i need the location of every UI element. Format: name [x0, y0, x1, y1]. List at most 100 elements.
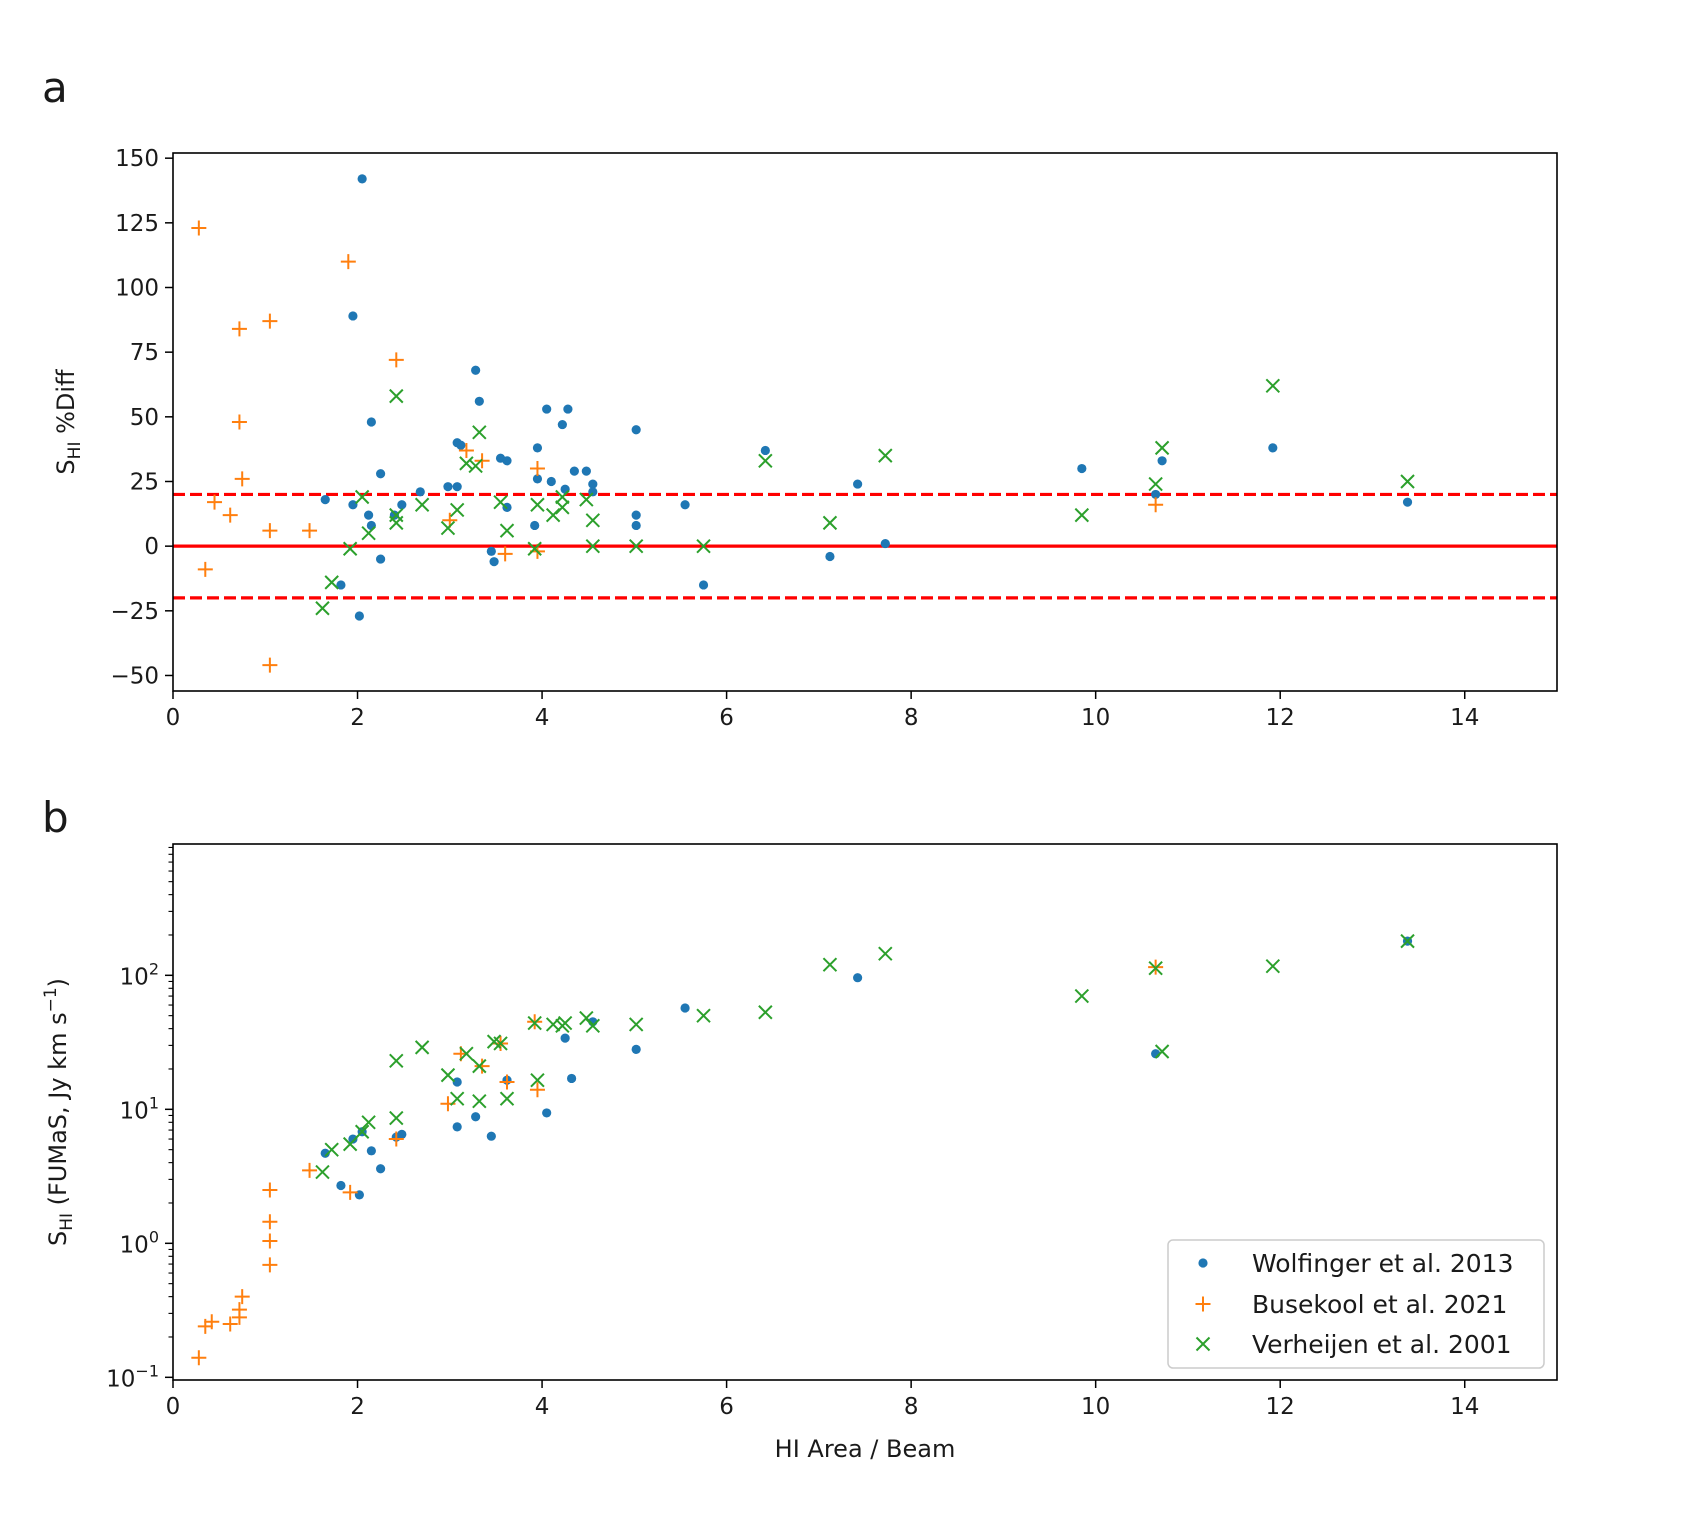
y-tick-label: 102 — [120, 959, 159, 990]
data-point-dot — [397, 1129, 407, 1139]
data-point-dot — [376, 469, 386, 479]
panel-a-reference-lines — [173, 492, 1557, 600]
data-point-dot — [486, 1131, 496, 1141]
data-point-x — [557, 1015, 573, 1031]
data-point-dot — [1268, 443, 1278, 453]
data-point-dot — [557, 419, 567, 430]
data-point-dot — [542, 1108, 552, 1118]
data-point-dot — [563, 404, 573, 414]
x-tick-label: 10 — [1081, 1394, 1110, 1420]
data-point-x — [585, 1018, 601, 1034]
data-point-x — [579, 492, 594, 507]
data-point-x — [354, 489, 370, 505]
data-point-x — [545, 507, 561, 523]
legend-label-wolfinger: Wolfinger et al. 2013 — [1252, 1249, 1513, 1278]
data-point-dot — [631, 1044, 641, 1055]
data-point-x — [499, 523, 515, 538]
data-point-x — [472, 1093, 487, 1109]
data-point-x — [324, 1142, 339, 1157]
data-point-dot — [397, 500, 407, 510]
data-point-x — [1154, 440, 1170, 456]
x-tick-label: 12 — [1266, 1394, 1295, 1420]
data-point-x — [1148, 476, 1163, 492]
data-point-x — [459, 1046, 474, 1061]
data-point-x — [1154, 1044, 1170, 1059]
data-point-dot — [631, 510, 641, 520]
data-point-x — [315, 601, 330, 616]
data-point-dot — [680, 1003, 690, 1013]
data-point-x — [342, 541, 358, 556]
legend-marker-busekool — [1195, 1296, 1211, 1312]
data-point-plus — [234, 471, 250, 487]
panel-a-ylabel: SHI %Diff — [52, 369, 85, 475]
data-point-dot — [631, 520, 641, 531]
data-point-x — [342, 1136, 358, 1152]
data-point-plus — [342, 1184, 358, 1200]
data-point-x — [1074, 988, 1090, 1004]
data-point-x — [530, 497, 545, 512]
data-point-dot — [366, 417, 376, 427]
y-tick-label: 50 — [130, 405, 159, 431]
data-point-x — [389, 388, 404, 404]
x-tick-label: 2 — [350, 705, 365, 731]
data-point-dot — [546, 476, 556, 487]
panel-a-ticks: 0 2 4 6 8 10 12 14 −50 −25 0 25 50 75 100 125 150 — [110, 146, 1479, 731]
data-point-x — [555, 489, 570, 505]
data-point-x — [459, 456, 474, 471]
data-point-dot — [825, 551, 835, 562]
data-point-x — [1074, 507, 1090, 523]
x-tick-label: 14 — [1450, 1394, 1479, 1420]
panel-a-points — [191, 174, 1415, 673]
data-point-dot — [530, 520, 540, 531]
data-point-plus — [197, 561, 213, 577]
data-point-dot — [452, 1122, 462, 1132]
data-point-x — [499, 1091, 515, 1106]
x-tick-label: 6 — [719, 705, 734, 731]
y-tick-label: 101 — [120, 1093, 159, 1124]
data-point-plus — [474, 1058, 490, 1074]
data-point-dot — [452, 1077, 462, 1087]
x-tick-label: 8 — [904, 705, 919, 731]
data-point-plus — [529, 1082, 545, 1098]
data-point-dot — [364, 510, 374, 520]
data-point-x — [1400, 474, 1415, 489]
data-point-x — [530, 1072, 545, 1088]
data-point-plus — [262, 1257, 278, 1273]
data-point-x — [468, 458, 483, 474]
data-point-x — [493, 1036, 508, 1051]
data-point-plus — [231, 414, 247, 430]
panel-b: b 0 2 4 6 8 10 12 14 10−1 100 101 102 HI Area / Bea… — [41, 793, 1558, 1463]
panel-a-plot-frame — [172, 152, 1558, 692]
data-point-dot — [560, 484, 570, 494]
data-point-x — [878, 448, 893, 463]
data-point-plus — [222, 1316, 238, 1332]
data-point-plus — [458, 442, 474, 458]
data-point-plus — [1148, 497, 1164, 513]
data-point-dot — [348, 500, 358, 510]
data-point-x — [696, 538, 711, 554]
data-point-plus — [191, 220, 207, 236]
data-point-dot — [631, 425, 641, 435]
panel-b-ticks: 0 2 4 6 8 10 12 14 10−1 100 101 102 — [106, 846, 1479, 1420]
data-point-plus — [340, 254, 356, 270]
data-point-dot — [443, 482, 453, 492]
data-point-plus — [388, 1131, 404, 1147]
data-point-dot — [1151, 489, 1161, 500]
data-point-dot — [560, 1033, 570, 1043]
data-point-plus — [262, 313, 278, 329]
data-point-dot — [588, 479, 598, 489]
data-point-plus — [499, 1074, 515, 1090]
data-point-dot — [542, 404, 552, 414]
panel-a: a 0 2 4 6 8 10 12 14 −50 −25 0 25 50 75 100 125 150 SHI … — [42, 63, 1558, 731]
y-tick-label: 100 — [120, 1227, 159, 1258]
data-point-dot — [680, 500, 690, 510]
data-point-x — [696, 1008, 711, 1023]
legend-marker-verheijen — [1195, 1336, 1211, 1352]
x-tick-label: 12 — [1266, 705, 1295, 731]
data-point-x — [1148, 960, 1163, 976]
data-point-dot — [853, 479, 863, 489]
x-tick-label: 2 — [350, 1394, 365, 1420]
data-point-plus — [207, 494, 223, 510]
data-point-dot — [474, 396, 484, 406]
data-point-dot — [471, 1112, 481, 1122]
